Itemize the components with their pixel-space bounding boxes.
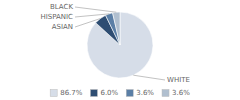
leader-line [75,14,109,17]
legend-swatch [90,90,97,97]
pie-slice [113,12,120,45]
legend-entry: 86.7% [60,89,83,97]
legend: 86.7% 6.0% 3.6% 3.6% [50,89,190,97]
slice-label: HISPANIC [40,13,73,21]
slice-label: ASIAN [52,23,73,31]
slice-label: BLACK [50,3,73,11]
legend-entry: 6.0% [100,89,118,97]
leader-line [133,75,165,80]
leader-line [75,7,116,12]
legend-entry: 3.6% [136,89,154,97]
legend-swatch [162,90,169,97]
pie-slice [87,12,153,78]
pie-slice [106,13,120,45]
legend-entry: 3.6% [172,89,190,97]
slices [87,12,153,78]
leader-line [75,19,100,27]
annotations: BLACK HISPANIC ASIAN WHITE [40,3,189,84]
legend-swatch [126,90,133,97]
legend-swatch [50,90,57,97]
slice-label: WHITE [167,76,190,84]
chart: BLACK HISPANIC ASIAN WHITE 86.7% 6.0% 3.6% 3.6% [0,0,240,100]
